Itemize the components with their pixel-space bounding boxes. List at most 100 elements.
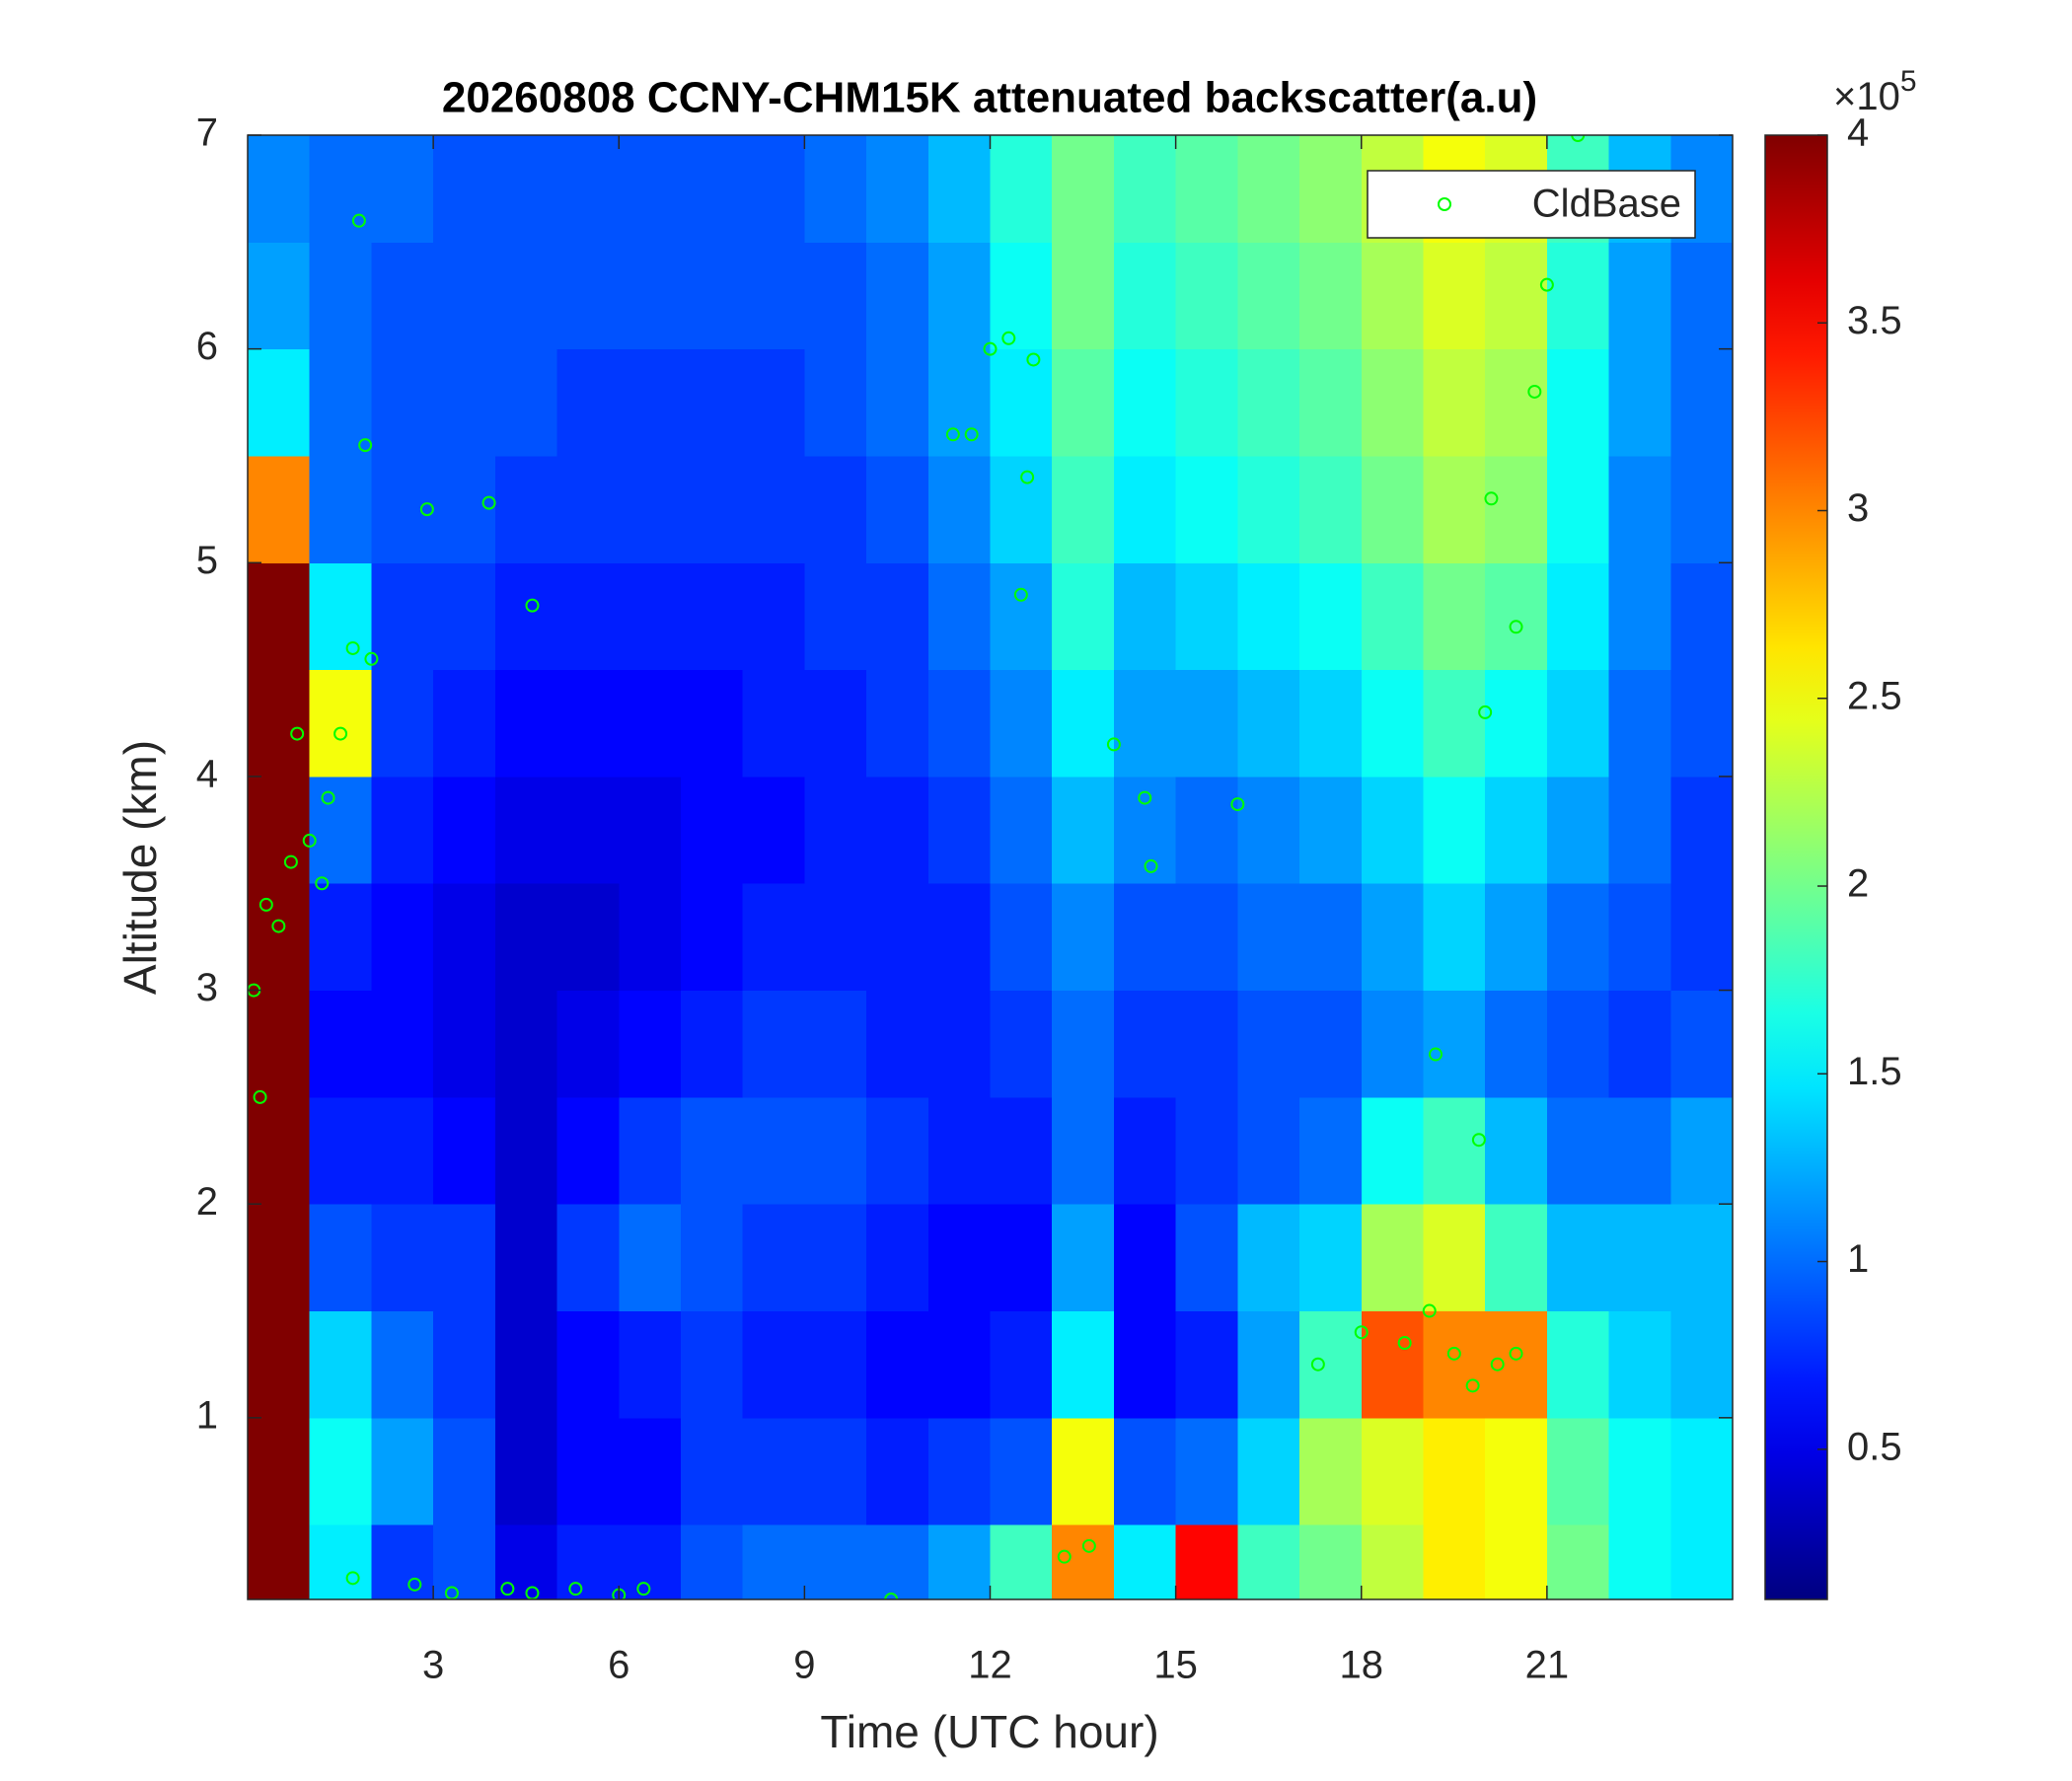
heat-cell bbox=[866, 1417, 929, 1525]
heat-cell bbox=[990, 455, 1053, 563]
heat-cell bbox=[1113, 455, 1177, 563]
heat-cell bbox=[1052, 135, 1115, 243]
heat-cell bbox=[1670, 1310, 1733, 1419]
colorbar-multiplier: ×105 bbox=[1833, 65, 1917, 118]
y-tick-label: 2 bbox=[196, 1180, 218, 1224]
cloud-base-point bbox=[1484, 491, 1499, 506]
heat-cell bbox=[1423, 562, 1486, 671]
heat-cell bbox=[371, 1417, 434, 1525]
heat-cell bbox=[1485, 1204, 1548, 1312]
heat-cell bbox=[1113, 1204, 1177, 1312]
heat-cell bbox=[248, 1310, 311, 1419]
heat-cell bbox=[1113, 242, 1177, 350]
heat-cell bbox=[1299, 562, 1363, 671]
heat-cell bbox=[1608, 776, 1671, 884]
cloud-base-point bbox=[1310, 1357, 1325, 1372]
x-tick-label: 18 bbox=[1340, 1644, 1384, 1687]
heat-cell bbox=[804, 1524, 867, 1599]
heat-cell bbox=[619, 1096, 682, 1205]
heat-cell bbox=[1175, 1204, 1238, 1312]
heat-cell bbox=[433, 1096, 496, 1205]
heat-cell bbox=[556, 669, 620, 778]
cloud-base-point bbox=[1471, 1133, 1486, 1148]
heat-cell bbox=[309, 669, 372, 778]
cloud-base-point bbox=[271, 919, 286, 933]
heat-cell bbox=[1423, 1096, 1486, 1205]
heat-cell bbox=[804, 1096, 867, 1205]
heat-cell bbox=[1670, 1417, 1733, 1525]
heat-cell bbox=[1175, 242, 1238, 350]
heat-cell bbox=[866, 1310, 929, 1419]
colorbar-tick-label: 1.5 bbox=[1847, 1050, 1902, 1093]
heat-cell bbox=[433, 348, 496, 457]
heat-cell bbox=[1361, 562, 1424, 671]
heat-cell bbox=[804, 776, 867, 884]
heat-cell bbox=[494, 1310, 558, 1419]
heat-cell bbox=[309, 1096, 372, 1205]
heat-cell bbox=[1670, 1524, 1733, 1599]
heat-cell bbox=[866, 1204, 929, 1312]
x-tick-label: 15 bbox=[1153, 1644, 1198, 1687]
heat-cell bbox=[248, 990, 311, 1098]
heat-cell bbox=[1546, 242, 1610, 350]
cloud-base-point bbox=[419, 502, 434, 517]
legend-label: CldBase bbox=[1532, 183, 1681, 226]
heat-cell bbox=[556, 1096, 620, 1205]
heat-cell bbox=[866, 1524, 929, 1599]
heat-cell bbox=[804, 242, 867, 350]
heat-cell bbox=[371, 348, 434, 457]
heat-cell bbox=[1670, 1096, 1733, 1205]
heat-cell bbox=[248, 776, 311, 884]
heat-cell bbox=[742, 776, 805, 884]
heat-cell bbox=[680, 883, 744, 992]
cloud-base-point bbox=[1230, 797, 1245, 812]
heat-cell bbox=[1299, 348, 1363, 457]
cloud-base-point bbox=[1478, 705, 1493, 719]
heat-cell bbox=[1113, 1096, 1177, 1205]
heat-cell bbox=[1237, 776, 1300, 884]
heat-cell bbox=[1608, 562, 1671, 671]
heat-cell bbox=[1237, 135, 1300, 243]
heat-cell bbox=[1052, 242, 1115, 350]
heat-cell bbox=[433, 1204, 496, 1312]
cloud-base-point bbox=[1527, 384, 1542, 399]
heat-cell bbox=[742, 669, 805, 778]
heat-cell bbox=[1485, 242, 1548, 350]
heat-cell bbox=[1670, 669, 1733, 778]
heat-cell bbox=[371, 242, 434, 350]
heat-cell bbox=[990, 1417, 1053, 1525]
heat-cell bbox=[1423, 776, 1486, 884]
heat-cell bbox=[248, 1204, 311, 1312]
heat-cell bbox=[1546, 1524, 1610, 1599]
heat-cell bbox=[1175, 776, 1238, 884]
heat-cell bbox=[1608, 455, 1671, 563]
heat-cell bbox=[804, 1204, 867, 1312]
heat-cell bbox=[1175, 562, 1238, 671]
heat-cell bbox=[1423, 1417, 1486, 1525]
heat-cell bbox=[742, 348, 805, 457]
heat-cell bbox=[1485, 669, 1548, 778]
heat-cell bbox=[1423, 669, 1486, 778]
heat-cell bbox=[927, 348, 991, 457]
heat-cell bbox=[371, 455, 434, 563]
heat-cell bbox=[494, 1524, 558, 1599]
heat-cell bbox=[927, 242, 991, 350]
heat-cell bbox=[248, 562, 311, 671]
heat-cell bbox=[1670, 776, 1733, 884]
heat-cell bbox=[866, 883, 929, 992]
heat-cell bbox=[619, 135, 682, 243]
y-tick-label: 7 bbox=[196, 111, 218, 155]
heat-cell bbox=[619, 883, 682, 992]
heat-cell bbox=[371, 1096, 434, 1205]
y-tick-label: 5 bbox=[196, 539, 218, 582]
cloud-base-point bbox=[1422, 1303, 1437, 1318]
y-tick-label: 3 bbox=[196, 966, 218, 1009]
cloud-base-point bbox=[1057, 1549, 1072, 1564]
heat-cell bbox=[309, 883, 372, 992]
heat-cell bbox=[1299, 1096, 1363, 1205]
heat-cell bbox=[1361, 242, 1424, 350]
cloud-base-point bbox=[1013, 587, 1028, 602]
heat-cell bbox=[433, 135, 496, 243]
heat-cell bbox=[1052, 1096, 1115, 1205]
heat-cell bbox=[1546, 776, 1610, 884]
